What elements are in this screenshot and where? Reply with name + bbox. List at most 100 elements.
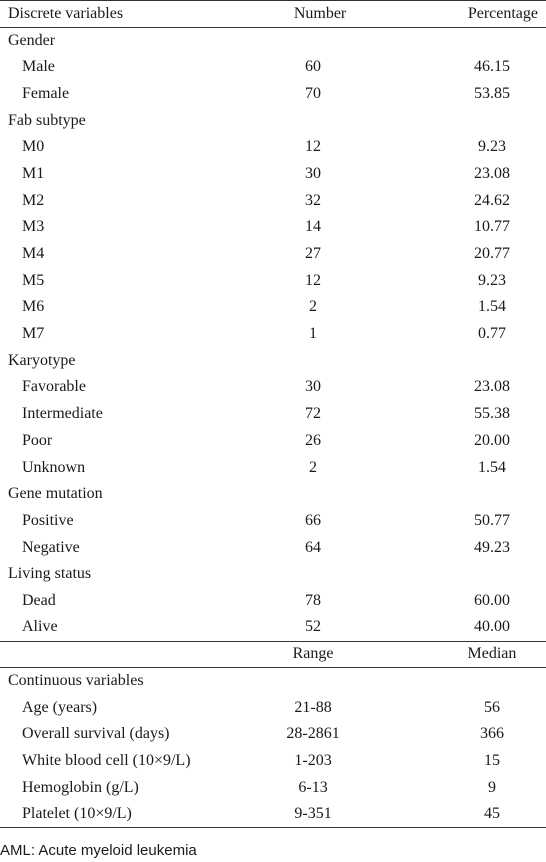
row-value-b: 10.77 — [473, 218, 510, 236]
empty-cell — [242, 481, 378, 508]
row-value-b: 1.54 — [477, 298, 506, 316]
row-value-b: 15 — [483, 752, 500, 770]
percentage-column-header: Percentage — [377, 0, 546, 28]
row-value-a: 72 — [305, 405, 322, 423]
row-value-a: 1 — [309, 325, 318, 343]
table-row: M2 32 24.62 — [0, 187, 546, 214]
table-row: M1 30 23.08 — [0, 161, 546, 188]
row-label: Unknown — [22, 458, 86, 476]
range-column-header: Range — [242, 640, 378, 669]
row-value-a: 30 — [305, 164, 322, 182]
row-value-a: 6-13 — [298, 778, 328, 796]
median-column-header: Median — [377, 640, 546, 669]
row-value-a: 70 — [305, 84, 322, 102]
table-row: M5 12 9.23 — [0, 267, 546, 294]
group-title-row: Fab subtype — [0, 107, 546, 134]
table-body: Discrete variables Number Percentage Gen… — [0, 0, 546, 829]
row-label: Negative — [22, 538, 80, 556]
row-label: Positive — [22, 511, 74, 529]
group-title: Gene mutation — [8, 485, 103, 503]
row-label: M2 — [22, 191, 45, 209]
table-row: Hemoglobin (g/L) 6-13 9 — [0, 774, 546, 801]
empty-cell — [242, 347, 378, 374]
group-title: Karyotype — [8, 351, 76, 369]
table-row: M7 1 0.77 — [0, 321, 546, 348]
empty-cell — [242, 107, 378, 134]
row-label: Dead — [22, 591, 56, 609]
row-label: M1 — [22, 164, 45, 182]
table-row: Intermediate 72 55.38 — [0, 401, 546, 428]
row-value-b: 1.54 — [477, 458, 506, 476]
group-title: Fab subtype — [8, 111, 86, 129]
row-value-b: 0.77 — [477, 325, 506, 343]
table-row: Age (years) 21-88 56 — [0, 694, 546, 721]
table-row: White blood cell (10×9/L) 1-203 15 — [0, 748, 546, 775]
row-value-b: 24.62 — [473, 191, 510, 209]
row-label: Female — [22, 84, 70, 102]
table-row: Alive 52 40.00 — [0, 614, 546, 641]
row-value-a: 30 — [305, 378, 322, 396]
row-value-b: 20.00 — [473, 431, 510, 449]
row-value-a: 21-88 — [294, 698, 332, 716]
table-row: Unknown 2 1.54 — [0, 454, 546, 481]
row-label: Intermediate — [22, 405, 103, 423]
row-value-a: 12 — [305, 138, 322, 156]
row-label: M3 — [22, 218, 45, 236]
table-footnote: AML: Acute myeloid leukemia — [0, 842, 197, 859]
table-row: Poor 26 20.00 — [0, 428, 546, 455]
row-label: Hemoglobin (g/L) — [22, 778, 139, 796]
row-label: White blood cell (10×9/L) — [22, 752, 191, 770]
table-row: M0 12 9.23 — [0, 134, 546, 161]
row-value-a: 9-351 — [242, 801, 378, 829]
discrete-header-row: Discrete variables Number Percentage — [0, 0, 546, 28]
table-row: Negative 64 49.23 — [0, 534, 546, 561]
number-column-header: Number — [242, 0, 378, 28]
row-value-b: 23.08 — [473, 378, 510, 396]
group-title: Living status — [8, 565, 92, 583]
row-label: M0 — [22, 138, 45, 156]
group-title-row: Karyotype — [0, 347, 546, 374]
row-value-a: 2 — [309, 458, 318, 476]
row-value-a: 64 — [305, 538, 322, 556]
row-label: Favorable — [22, 378, 86, 396]
row-value-a: 1-203 — [294, 752, 332, 770]
row-label: Alive — [22, 618, 58, 636]
row-label: M4 — [22, 245, 45, 263]
discrete-header-label: Discrete variables — [0, 0, 243, 28]
row-label: Overall survival (days) — [22, 725, 170, 743]
row-value-a: 28-2861 — [286, 725, 340, 743]
row-value-a: 26 — [305, 431, 322, 449]
table-row: Platelet (10×9/L) 9-351 45 — [0, 801, 546, 829]
row-value-b: 50.77 — [473, 511, 510, 529]
empty-cell — [242, 561, 378, 588]
group-title-row: Gene mutation — [0, 481, 546, 508]
table-row: M3 14 10.77 — [0, 214, 546, 241]
row-label: Poor — [22, 431, 53, 449]
table-row: Overall survival (days) 28-2861 366 — [0, 721, 546, 748]
empty-cell — [378, 668, 546, 695]
row-value-b: 366 — [479, 725, 504, 743]
empty-cell — [242, 668, 378, 695]
group-title: Gender — [8, 31, 56, 49]
row-value-b: 45 — [377, 801, 546, 829]
row-value-b: 53.85 — [473, 84, 510, 102]
empty-cell — [378, 481, 546, 508]
continuous-header-row: Range Median — [0, 640, 546, 669]
empty-cell — [378, 561, 546, 588]
row-value-b: 9.23 — [477, 271, 506, 289]
row-value-b: 40.00 — [473, 618, 510, 636]
table-row: Dead 78 60.00 — [0, 588, 546, 615]
group-title: Continuous variables — [8, 672, 144, 690]
row-value-a: 52 — [305, 618, 322, 636]
group-title-row: Living status — [0, 561, 546, 588]
row-value-a: 60 — [305, 58, 322, 76]
row-value-a: 66 — [305, 511, 322, 529]
row-value-b: 60.00 — [473, 591, 510, 609]
row-value-b: 9 — [487, 778, 496, 796]
row-label: M6 — [22, 298, 45, 316]
row-value-b: 56 — [483, 698, 500, 716]
empty-cell — [378, 27, 546, 54]
row-value-b: 9.23 — [477, 138, 506, 156]
table-row: Male 60 46.15 — [0, 54, 546, 81]
row-value-b: 55.38 — [473, 405, 510, 423]
